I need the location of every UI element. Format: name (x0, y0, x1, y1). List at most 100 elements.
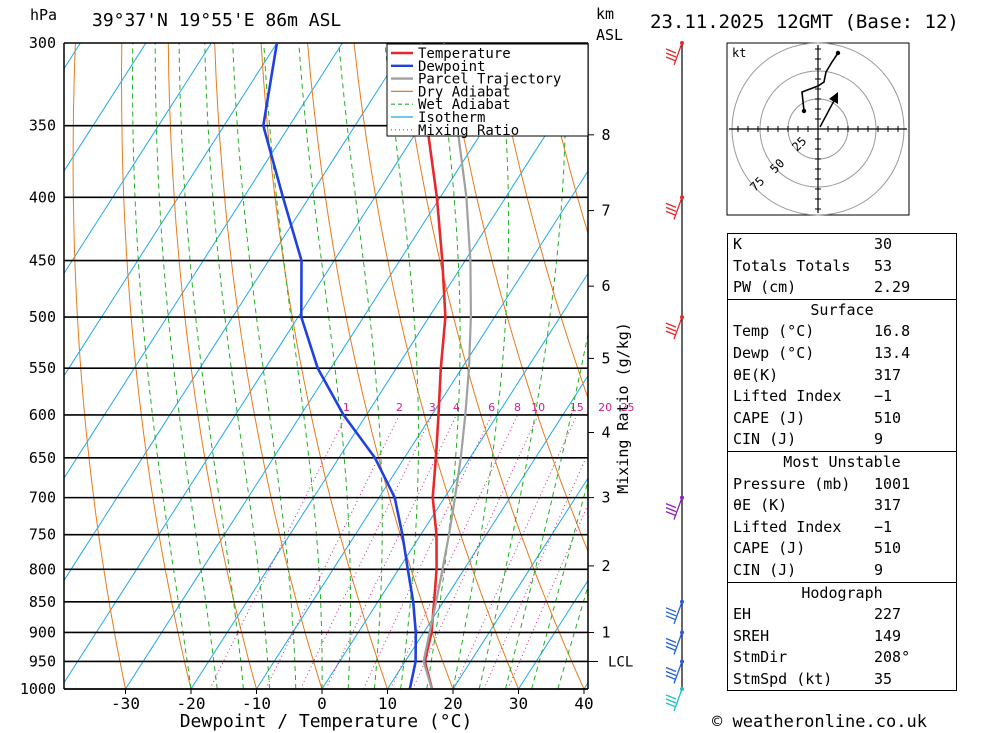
parcel-trajectory-line (422, 43, 473, 689)
wind-barb-shaft (673, 601, 683, 625)
storm-motion-arrowhead (829, 92, 838, 104)
x-axis-label: Dewpoint / Temperature (°C) (180, 711, 473, 732)
dewpoint-line (261, 43, 418, 689)
km-tick-label: 2 (601, 557, 610, 575)
wind-barb-shaft (673, 316, 683, 340)
dry-adiabat-line (72, 43, 126, 689)
mixing-ratio-axis-label: Mixing Ratio (g/kg) (614, 322, 632, 494)
index-value: 510 (874, 408, 902, 427)
mixing-ratio-line (483, 451, 588, 689)
index-value: 16.8 (874, 322, 911, 341)
x-tick-label: 10 (378, 694, 397, 713)
index-label: θE (K) (733, 496, 788, 515)
mixing-ratio-label: 20 (598, 401, 612, 414)
legend-box (386, 43, 589, 137)
wind-barb-shaft (673, 661, 683, 684)
wind-barb-shaft (673, 197, 683, 220)
asl-label: ASL (596, 26, 623, 44)
wind-barb-flag (665, 507, 677, 513)
wind-barb-flag (665, 206, 677, 212)
index-value: 35 (874, 669, 893, 688)
km-tick-label: 3 (601, 489, 610, 507)
index-value: −1 (874, 517, 893, 536)
wind-barb (665, 661, 683, 684)
mixing-ratio-line (390, 414, 519, 689)
hodograph-start (801, 108, 807, 114)
index-row: θE(K) 317 (728, 365, 956, 387)
index-value: 317 (874, 496, 902, 515)
mixing-ratio-line (453, 414, 578, 689)
pressure-tick-label: 600 (29, 406, 56, 424)
wind-barb-flag (665, 52, 677, 58)
wind-barb-flag (665, 322, 677, 328)
wet-adiabat-line (478, 43, 567, 689)
most-unstable-title: Most Unstable (783, 452, 901, 471)
hodograph-indices-title: Hodograph (801, 583, 883, 602)
legend-item-label: Dewpoint (418, 59, 485, 75)
mixing-ratio-labels: 1 2 3 4 6 8 10 15 20 25 (343, 401, 635, 414)
index-row: CAPE (J) 510 (728, 408, 956, 430)
wind-barb-flag (665, 637, 677, 644)
wet-adiabat-line (263, 43, 323, 689)
pressure-tick-label: 850 (29, 593, 56, 611)
km-tick-label: 6 (601, 277, 610, 295)
index-value: 13.4 (874, 343, 911, 362)
index-row: Temp (°C) 16.8 (728, 321, 956, 343)
index-row: Lifted Index −1 (728, 386, 956, 408)
wet-adiabat-line (298, 43, 351, 689)
wind-barb-shaft (673, 688, 683, 712)
wet-adiabat-line (204, 43, 271, 689)
index-row: CIN (J) 9 (728, 429, 956, 451)
copyright-label: © weatheronline.co.uk (712, 712, 927, 732)
wind-barb-flag (665, 611, 677, 617)
index-value: 208° (874, 648, 911, 667)
x-tick-label: 40 (574, 694, 593, 713)
mixing-ratio-label: 8 (514, 401, 521, 414)
legend-item-label: Isotherm (418, 110, 485, 126)
lcl-label: LCL (608, 654, 633, 670)
hodograph-unit-label: kt (732, 46, 746, 60)
wind-barb-flag (665, 645, 677, 652)
pressure-tick-label: 700 (29, 489, 56, 507)
pressure-tick-label: 450 (29, 252, 56, 270)
km-tick-label: 5 (601, 349, 610, 367)
wind-barb-flag (665, 48, 677, 54)
pressure-tick-label: 350 (29, 117, 56, 135)
wind-barb-flag (665, 615, 677, 621)
isotherm-line (518, 579, 588, 689)
wind-barb-flag (665, 503, 677, 509)
wind-barb-flag (665, 202, 677, 208)
index-row: Dewp (°C) 13.4 (728, 343, 956, 365)
dry-adiabat-line (539, 43, 588, 236)
indices-panel: K 30 Totals Totals 53 PW (cm) 2.29 Surface Te… (727, 233, 957, 692)
isotherm-line (64, 43, 212, 275)
wind-barb-flag (665, 326, 677, 332)
legend-item-label: Parcel Trajectory (418, 72, 561, 88)
km-tick-label: 8 (601, 126, 610, 144)
wind-barb (665, 42, 683, 66)
pressure-tick-label: 800 (29, 560, 56, 578)
index-row: CAPE (J) 510 (728, 538, 956, 560)
wet-adiabat-line (557, 584, 588, 689)
mixing-ratio-line (507, 503, 588, 689)
index-label: PW (cm) (733, 278, 797, 297)
chart-axes: -30 -20 -10 0 10 20 30 40 (63, 43, 594, 713)
index-row: θE (K) 317 (728, 495, 956, 517)
wind-barb (665, 316, 683, 340)
x-tick-label: -10 (242, 694, 271, 713)
pressure-unit-label: hPa (30, 6, 57, 24)
index-label: CAPE (J) (733, 408, 806, 427)
km-tick-label: 4 (601, 424, 610, 442)
pressure-tick-label: 1000 (20, 680, 56, 698)
pressure-tick-label: 650 (29, 449, 56, 467)
wind-barb-flag (665, 641, 677, 648)
wind-barb-flag (665, 330, 677, 336)
storm-motion-vector (819, 96, 837, 128)
mixing-ratio-label: 1 (343, 401, 350, 414)
wind-barbs (665, 41, 684, 712)
wind-barb (665, 497, 683, 520)
index-label: K (733, 235, 743, 253)
isotherm-line (125, 43, 540, 689)
pressure-tick-label: 900 (29, 623, 56, 641)
